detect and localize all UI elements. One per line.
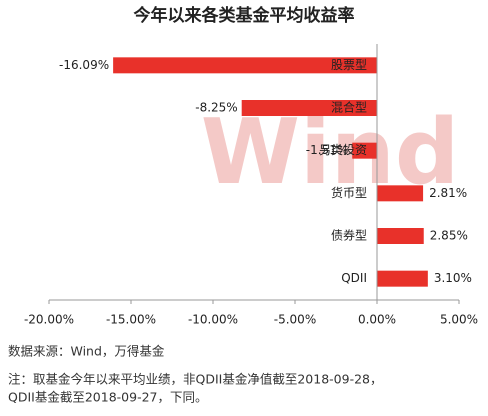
bar — [377, 228, 424, 244]
bar — [241, 100, 377, 116]
x-tick-label: -5.00% — [274, 313, 316, 327]
x-tick-label: -15.00% — [106, 313, 156, 327]
bar — [113, 57, 378, 74]
category-label: 混合型 — [331, 100, 367, 115]
x-tick-label: 0.00% — [358, 313, 396, 327]
value-label: 2.81% — [429, 186, 467, 200]
note: 注：取基金今年以来平均业绩，非QDII基金净值截至2018-09-28， — [8, 372, 382, 387]
value-label: -8.25% — [195, 101, 237, 115]
category-label: 债券型 — [331, 228, 367, 243]
bar — [352, 142, 377, 159]
value-label: 2.85% — [430, 229, 468, 243]
x-tick-label: -10.00% — [188, 313, 238, 327]
category-label: 货币型 — [331, 185, 367, 200]
value-label: -16.09% — [59, 58, 109, 72]
category-label: 股票型 — [331, 58, 367, 72]
value-label: -1.51% — [306, 143, 348, 157]
category-label: QDII — [341, 271, 367, 285]
bar — [377, 270, 428, 287]
chart-title: 今年以来各类基金平均收益率 — [134, 5, 355, 26]
category-label: 另类投资 — [319, 142, 367, 157]
note: QDII基金截至2018-09-27，下同。 — [8, 390, 207, 405]
x-tick-label: 5.00% — [440, 313, 478, 327]
bar — [377, 185, 424, 202]
x-tick-label: -20.00% — [24, 313, 74, 327]
value-label: 3.10% — [434, 271, 472, 285]
source: 数据来源：Wind，万得基金 — [8, 344, 165, 359]
